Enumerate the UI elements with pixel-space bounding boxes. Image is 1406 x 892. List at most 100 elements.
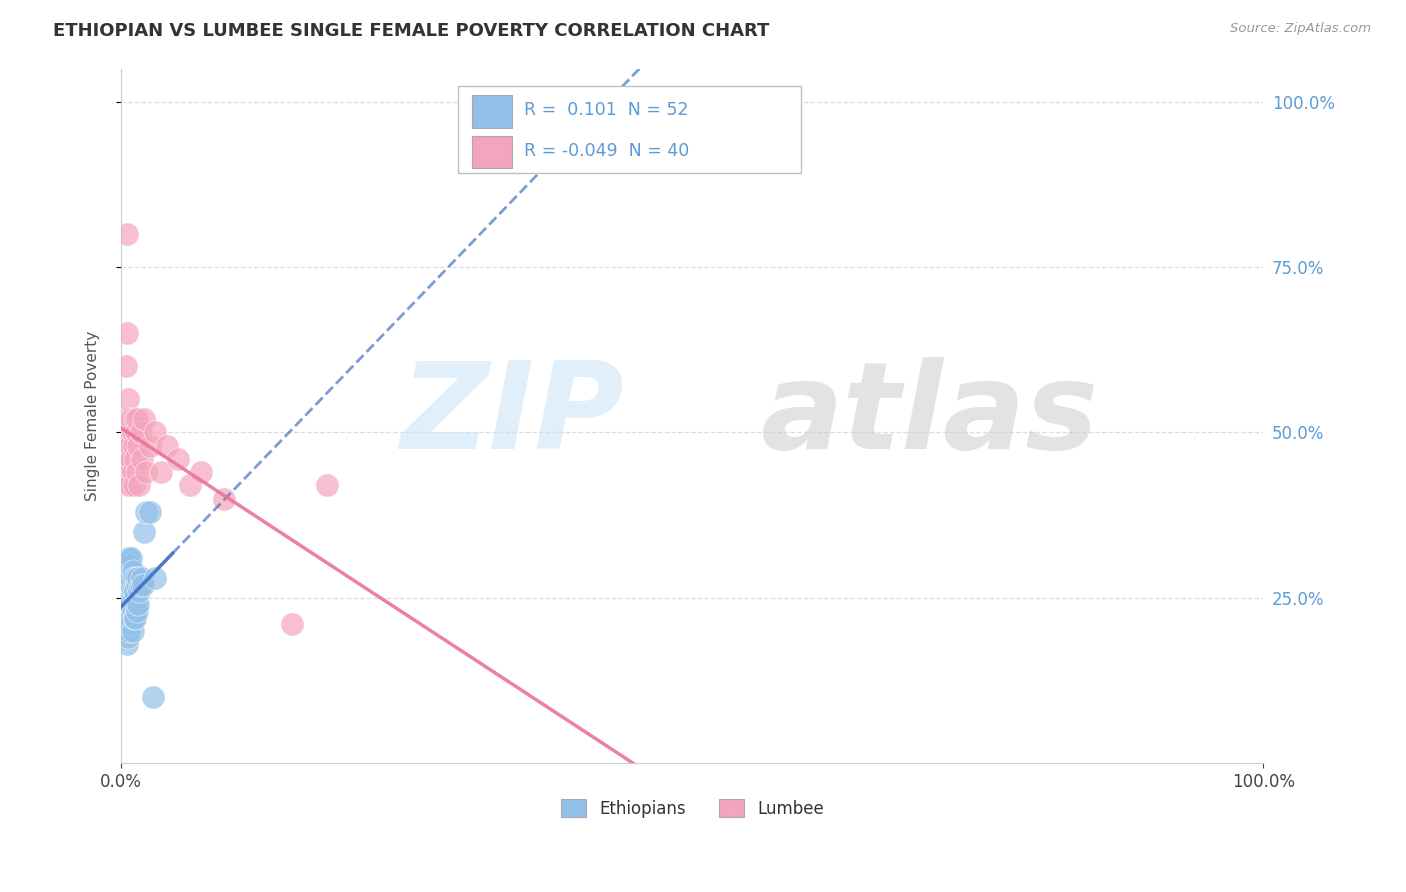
Point (121, 564, 143, 578)
Point (122, 571, 145, 585)
Point (122, 439, 145, 453)
Point (120, 571, 142, 585)
Point (120, 478, 142, 492)
Point (132, 412, 155, 426)
Point (145, 571, 167, 585)
Point (122, 610, 145, 624)
Point (124, 451, 146, 466)
Point (121, 604, 143, 618)
Point (135, 505, 157, 519)
Point (132, 577, 155, 591)
Point (115, 227, 138, 241)
Point (118, 425, 141, 440)
Legend: Ethiopians, Lumbee: Ethiopians, Lumbee (554, 793, 831, 824)
Text: R = -0.049  N = 40: R = -0.049 N = 40 (524, 142, 689, 160)
Point (127, 577, 149, 591)
Point (118, 465, 141, 479)
Point (118, 571, 141, 585)
Point (138, 505, 160, 519)
Point (120, 439, 142, 453)
Point (117, 392, 139, 407)
Point (117, 551, 139, 566)
Point (118, 551, 141, 566)
Point (120, 591, 142, 605)
Point (118, 604, 141, 618)
Point (145, 425, 167, 440)
Point (127, 465, 149, 479)
Point (115, 326, 138, 340)
Point (179, 478, 201, 492)
Point (129, 577, 152, 591)
Point (125, 571, 148, 585)
Text: Source: ZipAtlas.com: Source: ZipAtlas.com (1230, 22, 1371, 36)
Point (122, 478, 145, 492)
Point (121, 584, 143, 599)
Point (120, 451, 142, 466)
Bar (472, 95, 512, 128)
Point (132, 524, 155, 539)
Point (129, 425, 152, 440)
Point (115, 451, 138, 466)
Point (124, 584, 146, 599)
Point (114, 624, 136, 638)
Point (115, 577, 138, 591)
Point (114, 412, 136, 426)
Point (127, 604, 149, 618)
Point (128, 478, 150, 492)
Point (117, 610, 139, 624)
Point (121, 425, 143, 440)
Point (131, 451, 153, 466)
Point (122, 591, 145, 605)
Point (190, 465, 212, 479)
Y-axis label: Single Female Poverty: Single Female Poverty (86, 331, 100, 501)
Point (121, 465, 143, 479)
Point (131, 571, 153, 585)
Point (118, 624, 141, 638)
Point (125, 598, 148, 612)
Point (115, 598, 138, 612)
Point (127, 412, 149, 426)
Point (114, 577, 136, 591)
Point (127, 439, 149, 453)
Point (125, 425, 148, 440)
Point (121, 624, 143, 638)
Point (114, 571, 136, 585)
Point (135, 465, 157, 479)
Point (212, 491, 235, 506)
Point (127, 598, 149, 612)
Point (117, 591, 139, 605)
Point (117, 571, 139, 585)
Point (114, 439, 136, 453)
Point (167, 451, 190, 466)
Point (120, 551, 142, 566)
Point (315, 478, 337, 492)
Point (112, 610, 135, 624)
Point (142, 690, 165, 704)
Text: ETHIOPIAN VS LUMBEE SINGLE FEMALE POVERTY CORRELATION CHART: ETHIOPIAN VS LUMBEE SINGLE FEMALE POVERT… (53, 22, 770, 40)
Point (281, 617, 304, 632)
Point (150, 465, 173, 479)
Point (114, 598, 136, 612)
Point (114, 359, 136, 374)
Point (120, 610, 142, 624)
Point (120, 598, 142, 612)
Point (128, 584, 150, 599)
Point (112, 465, 135, 479)
Point (120, 577, 142, 591)
Point (127, 571, 149, 585)
Point (124, 412, 146, 426)
Point (138, 439, 160, 453)
Point (120, 558, 142, 572)
Point (115, 617, 138, 632)
FancyBboxPatch shape (458, 86, 801, 173)
Text: R =  0.101  N = 52: R = 0.101 N = 52 (524, 101, 689, 120)
Text: ZIP: ZIP (399, 358, 624, 475)
Point (120, 412, 142, 426)
Point (117, 631, 139, 645)
Point (114, 598, 136, 612)
Point (117, 478, 139, 492)
Point (115, 637, 138, 651)
Point (118, 584, 141, 599)
Point (124, 610, 146, 624)
Point (156, 439, 179, 453)
